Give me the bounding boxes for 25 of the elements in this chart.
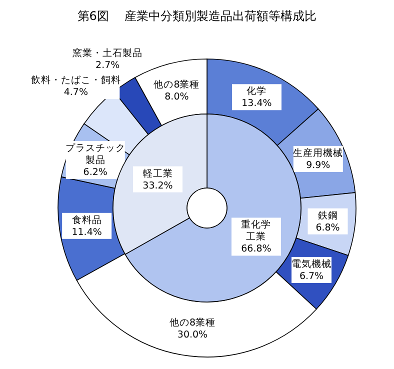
slice-label: 化学 [246, 85, 267, 98]
data-label: 66.8% [241, 244, 272, 255]
chart-title: 第6図 産業中分類別製造品出荷額等構成比 [77, 9, 317, 23]
slice-label: 食料品 [72, 214, 102, 226]
data-label: 2.7% [96, 60, 120, 72]
slice-label: 鉄鋼 [318, 209, 338, 222]
data-label: 33.2% [142, 180, 173, 192]
data-label: 9.9% [306, 160, 330, 171]
data-label: 6.7% [299, 270, 324, 282]
data-label: 8.0% [164, 91, 189, 102]
data-label: 13.4% [242, 98, 272, 110]
slice-label: 他の8業種 [169, 316, 216, 329]
data-label: 6.2% [83, 167, 108, 178]
data-label: 11.4% [72, 226, 102, 238]
slice-label: 飲料・たばこ・飼料 [30, 74, 121, 86]
data-label: 4.7% [64, 87, 88, 98]
slice-label: 窯業・土石製品 [72, 47, 143, 60]
slice-label: 重化学工業 [241, 218, 272, 243]
slice-label: 軽工業 [142, 167, 173, 180]
data-label: 6.8% [316, 222, 340, 234]
slice-label: 他の8業種 [154, 78, 200, 90]
slice-label: 生産用機械 [293, 146, 344, 159]
slice-label: 電気機械 [292, 258, 332, 270]
data-label: 30.0% [177, 330, 208, 341]
slice-label: プラスチック製品 [65, 142, 126, 166]
